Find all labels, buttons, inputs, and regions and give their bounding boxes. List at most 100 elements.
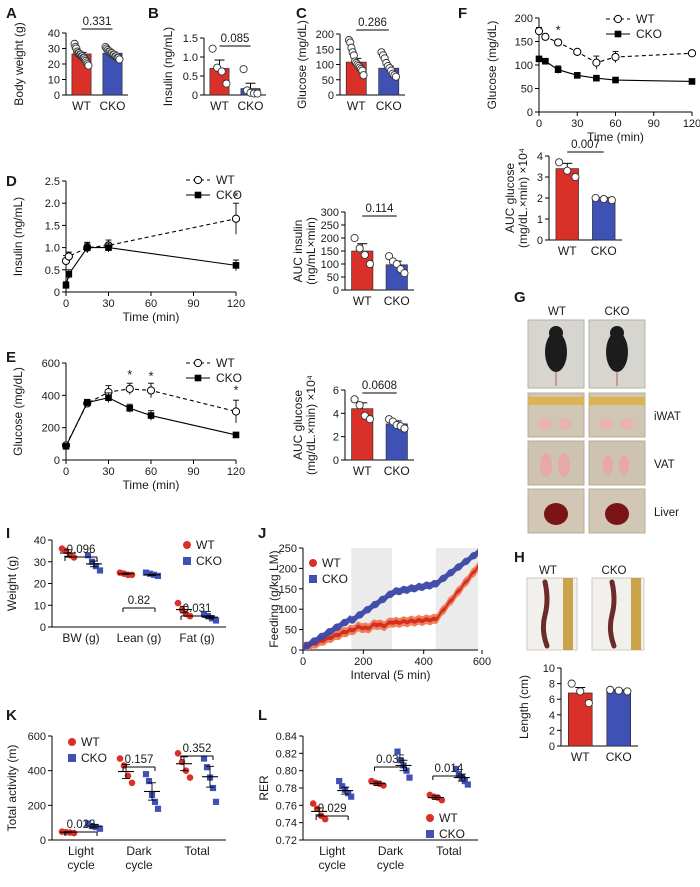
F_line-point-cko <box>573 72 581 79</box>
F_bar-ylabel-line: AUC glucose <box>503 163 517 233</box>
D_bar-point <box>350 233 359 243</box>
D_bar-point <box>360 250 369 259</box>
C-ytick-label: 0 <box>328 90 334 102</box>
K-pvalue: 0.023 <box>67 819 96 831</box>
cko-ruler <box>631 578 641 650</box>
L-point-wt <box>321 815 329 823</box>
F_line-ytick-label: 100 <box>515 60 533 72</box>
A-ytick-label: 20 <box>48 59 60 71</box>
L-ytick-label: 0.76 <box>276 800 297 812</box>
h-header-wt: WT <box>539 565 557 577</box>
L-ytick-label: 0.80 <box>276 766 297 778</box>
L-point-wt <box>438 796 446 804</box>
E_line-point-cko <box>232 431 240 439</box>
cko-iwat-tissue-left <box>599 418 613 430</box>
B-point <box>208 44 217 53</box>
cko-intestine <box>607 579 617 649</box>
L-legend-marker-cko <box>426 830 434 838</box>
I-point-wt <box>174 599 182 607</box>
j-legend-marker-cko <box>309 575 317 583</box>
wt-vat-tissue-right <box>558 453 570 477</box>
I-ylabel: Weight (g) <box>5 556 19 611</box>
B-ytick-label: 1.5 <box>183 33 198 45</box>
I-ytick-label: 0 <box>40 622 46 634</box>
F_line-point-wt <box>554 38 563 47</box>
D_bar-point <box>365 259 375 269</box>
F_bar-ytick-label: 0 <box>537 235 543 247</box>
B-ytick-label: 0 <box>192 90 198 102</box>
panel-h-photos: WT CKO <box>526 565 645 651</box>
D_bar-ytick-label: 300 <box>321 207 339 219</box>
D_line-ytick-label: 2.5 <box>45 176 60 188</box>
D_bar-ytick-label: 200 <box>321 233 339 245</box>
B-xtick-label: WT <box>210 99 229 113</box>
E_bar-ytick-label: 0 <box>333 455 339 467</box>
J-ytick-label: 50 <box>285 625 297 637</box>
D_line-ytick-label: 1.5 <box>45 220 60 232</box>
K-point-cko <box>200 755 208 762</box>
K-ytick-label: 400 <box>28 766 46 778</box>
H_bar-ylabel-line: Length (cm) <box>517 675 531 739</box>
I-point-cko <box>212 617 220 624</box>
I-ytick-label: 20 <box>34 579 46 591</box>
F_line-point-cko <box>612 76 619 84</box>
B-point <box>239 65 248 74</box>
D_line-xtick-label: 90 <box>187 298 199 310</box>
cko-mouse-body <box>606 332 628 372</box>
F_line-legend-label-cko: CKO <box>636 27 662 41</box>
D_line-point-cko <box>105 244 112 251</box>
I-point-cko <box>154 572 162 579</box>
L-point-cko <box>336 777 343 785</box>
F_bar-ytick-label: 1 <box>537 214 543 226</box>
K-point-wt <box>128 779 136 787</box>
H_bar-ytick-label: 6 <box>549 694 555 706</box>
I-legend-label-cko: CKO <box>196 554 222 568</box>
E_line-point-cko <box>105 394 112 402</box>
D_line-ylabel-line: Insulin (ng/mL) <box>11 197 25 276</box>
K-point-cko <box>154 805 162 812</box>
panel-label-i: I <box>6 525 10 542</box>
F_line-xtick-label: 90 <box>648 118 660 130</box>
F_bar-pvalue: 0.007 <box>571 139 600 151</box>
panel-label-c: C <box>296 5 307 22</box>
K-ylabel: Total activity (m) <box>5 745 19 832</box>
B-point <box>253 89 262 98</box>
F_bar-ytick-label: 4 <box>537 151 543 163</box>
I-ytick-label: 10 <box>34 600 46 612</box>
K-legend-marker-cko <box>68 754 76 762</box>
D_bar-ytick-label: 150 <box>321 246 339 258</box>
B-xtick-label: CKO <box>237 99 263 113</box>
D_line-line-cko <box>65 247 237 286</box>
E_line-line-cko <box>65 397 237 447</box>
E_bar-ytick-label: 2 <box>333 432 339 444</box>
D_bar-ytick-label: 100 <box>321 259 339 271</box>
F_bar-point <box>599 194 608 204</box>
C-point <box>391 72 401 81</box>
K-xtick-label: Total <box>184 844 209 858</box>
F_line-point-wt <box>573 47 582 56</box>
photo-wt-liver <box>527 488 585 534</box>
D_line-xtick-label: 120 <box>227 298 245 310</box>
A-xtick-label: CKO <box>99 99 125 113</box>
F_bar-ytick-label: 3 <box>537 172 543 184</box>
L-xtick-label: Light <box>319 844 346 858</box>
B-pvalue: 0.085 <box>221 33 250 45</box>
C-ytick-label: 150 <box>316 44 334 56</box>
K-point-wt <box>116 755 124 762</box>
L-ylabel: RER <box>257 775 271 801</box>
J-ytick-label: 200 <box>279 563 297 575</box>
H_bar-xtick-label: CKO <box>606 750 632 764</box>
I-xtick-label: BW (g) <box>62 631 99 645</box>
D_bar-xtick-label: WT <box>353 294 372 308</box>
L-point-cko <box>394 748 401 755</box>
L-point-cko <box>406 774 413 781</box>
E_line-point-cko <box>62 442 70 450</box>
K-legend-marker-wt <box>68 738 76 746</box>
H_bar-ylabel: Length (cm) <box>517 675 531 739</box>
K-xtick-label: Light <box>68 844 95 858</box>
E_bar-ylabel-line: AUC glucose <box>291 390 305 460</box>
F_bar-point <box>571 172 580 182</box>
L-ytick-label: 0.72 <box>276 835 297 847</box>
wt-mouse-head <box>549 326 563 340</box>
chart-e-auc-glucose: 0 2 4 6 AUC glucose(mg/dL.×min) ×10⁴ WT CKO 0.0… <box>291 375 414 478</box>
